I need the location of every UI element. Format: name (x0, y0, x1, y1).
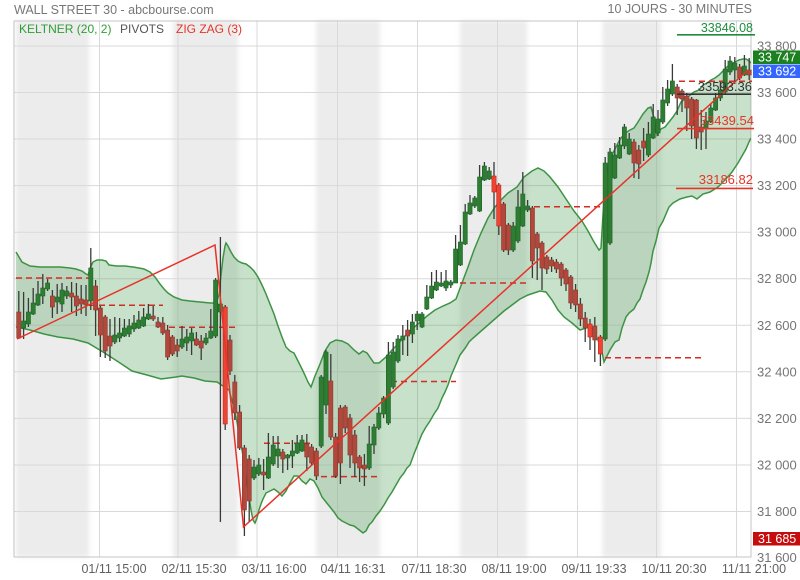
svg-text:04/11 16:31: 04/11 16:31 (320, 562, 385, 576)
svg-text:33 600: 33 600 (757, 85, 797, 100)
svg-text:33 000: 33 000 (757, 225, 797, 240)
svg-text:09/11 19:33: 09/11 19:33 (561, 562, 626, 576)
svg-text:33439.54: 33439.54 (700, 113, 754, 128)
svg-text:33846.08: 33846.08 (701, 21, 753, 35)
svg-text:33 200: 33 200 (757, 178, 797, 193)
svg-text:31 600: 31 600 (757, 550, 797, 565)
svg-text:02/11 15:30: 02/11 15:30 (161, 562, 226, 576)
svg-text:07/11 18:30: 07/11 18:30 (401, 562, 466, 576)
svg-text:KELTNER (20, 2): KELTNER (20, 2) (19, 22, 111, 36)
svg-text:31 685: 31 685 (758, 532, 796, 546)
svg-text:08/11 19:00: 08/11 19:00 (481, 562, 546, 576)
svg-text:33 800: 33 800 (757, 39, 797, 54)
svg-text:10 JOURS - 30 MINUTES: 10 JOURS - 30 MINUTES (608, 2, 752, 16)
svg-text:31 800: 31 800 (757, 504, 797, 519)
svg-text:WALL STREET 30 - abcbourse.com: WALL STREET 30 - abcbourse.com (14, 3, 214, 17)
svg-text:33 400: 33 400 (757, 132, 797, 147)
svg-text:10/11 20:30: 10/11 20:30 (641, 562, 706, 576)
svg-text:32 400: 32 400 (757, 364, 797, 379)
svg-text:32 000: 32 000 (757, 458, 797, 473)
svg-text:32 600: 32 600 (757, 318, 797, 333)
svg-text:ZIG ZAG (3): ZIG ZAG (3) (176, 22, 242, 36)
svg-text:32 200: 32 200 (757, 411, 797, 426)
svg-text:PIVOTS: PIVOTS (120, 22, 164, 36)
svg-text:32 800: 32 800 (757, 271, 797, 286)
svg-text:33186.82: 33186.82 (699, 172, 753, 187)
svg-text:33593.36: 33593.36 (698, 79, 752, 94)
svg-text:01/11 15:00: 01/11 15:00 (81, 562, 146, 576)
svg-text:11/11 21:00: 11/11 21:00 (722, 562, 786, 576)
svg-text:33 747: 33 747 (758, 51, 796, 65)
svg-text:33 692: 33 692 (758, 65, 796, 79)
svg-text:03/11 16:00: 03/11 16:00 (241, 562, 306, 576)
